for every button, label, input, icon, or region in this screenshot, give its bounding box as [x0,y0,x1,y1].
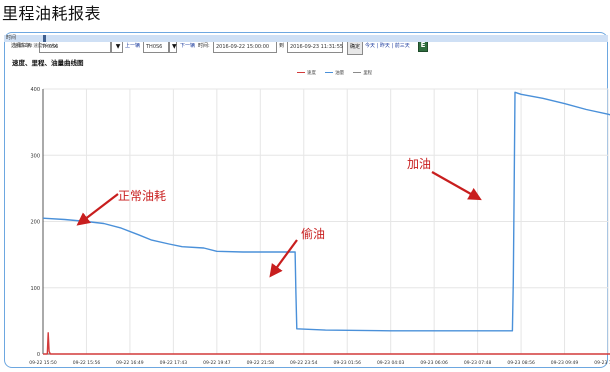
x-tick-label: 09-23 01:56 [333,360,361,366]
vehicle-label: 选择车辆: [11,43,33,49]
x-tick-label: 09-22 23:54 [290,360,318,366]
refuel-arrow [431,171,482,201]
x-tick-label: 09-23 04:03 [377,360,405,366]
y-axis-label: 油量(L) / 速度(Km/h) [14,44,58,49]
to-label: 到 [279,43,285,49]
y-tick-label: 400 [30,87,40,93]
quick-range-links[interactable]: 今天 | 昨天 | 前三天 [365,43,410,49]
x-tick-label: 09-22 21:58 [247,360,275,366]
legend-fuel-line [325,72,334,73]
normal-consumption-arrow [76,193,119,226]
vehicle-select[interactable]: TH0S6 [143,39,169,53]
legend-speed-line [297,72,305,73]
vehicle-dropdown-icon[interactable]: ▼ [111,39,123,53]
legend-item-speed[interactable]: 速度 [297,70,316,78]
x-tick-label: 09-23 06:06 [420,360,448,366]
x-tick-label: 09-22 15:56 [73,360,101,366]
chart-legend: 速度 油量 里程 [297,59,376,76]
x-tick-label: 09-23 09:49 [551,360,579,366]
x-tick-label: 09-23 08:56 [507,360,535,366]
legend-mileage-label: 里程 [363,71,373,76]
x-tick-label: 09-22 19:47 [203,360,231,366]
next-vehicle-link[interactable]: 下一辆 [180,43,196,49]
legend-mileage-line [353,72,362,73]
x-tick-label: 09-22 17:43 [160,360,188,366]
time-label: 时间: [198,43,210,49]
prev-vehicle-link[interactable]: 上一辆 [125,43,141,49]
speed-series-line [43,332,610,355]
y-tick-label: 200 [30,220,40,226]
legend-fuel-label: 油量 [335,71,345,76]
normal-consumption-annotation: 正常油耗 [118,189,166,203]
legend-item-mileage[interactable]: 里程 [353,70,372,78]
time-range-slider[interactable] [4,35,608,42]
fuel-theft-arrow [269,239,298,278]
page-title: 里程油耗报表 [2,4,102,23]
y-tick-label: 100 [30,286,40,292]
legend-speed-label: 速度 [307,71,316,76]
fuel-theft-annotation: 偷油 [301,226,325,241]
time-range-label: 时间 [6,35,17,41]
y-tick-label: 300 [30,153,40,159]
refuel-annotation: 加油 [407,157,431,171]
time-range-handle[interactable] [43,35,46,42]
x-tick-label: 09-23 07:48 [464,360,492,366]
x-tick-label: 09-22 16:49 [116,360,144,366]
x-tick-label: 09-22 15:50 [29,360,57,366]
fuel-series-line [42,91,610,332]
y-tick-label: 0 [37,352,40,358]
x-tick-label: 09-23 10:42 [594,360,610,366]
chart-title: 速度、里程、油量曲线图 [12,59,84,67]
legend-item-fuel[interactable]: 油量 [325,70,344,78]
